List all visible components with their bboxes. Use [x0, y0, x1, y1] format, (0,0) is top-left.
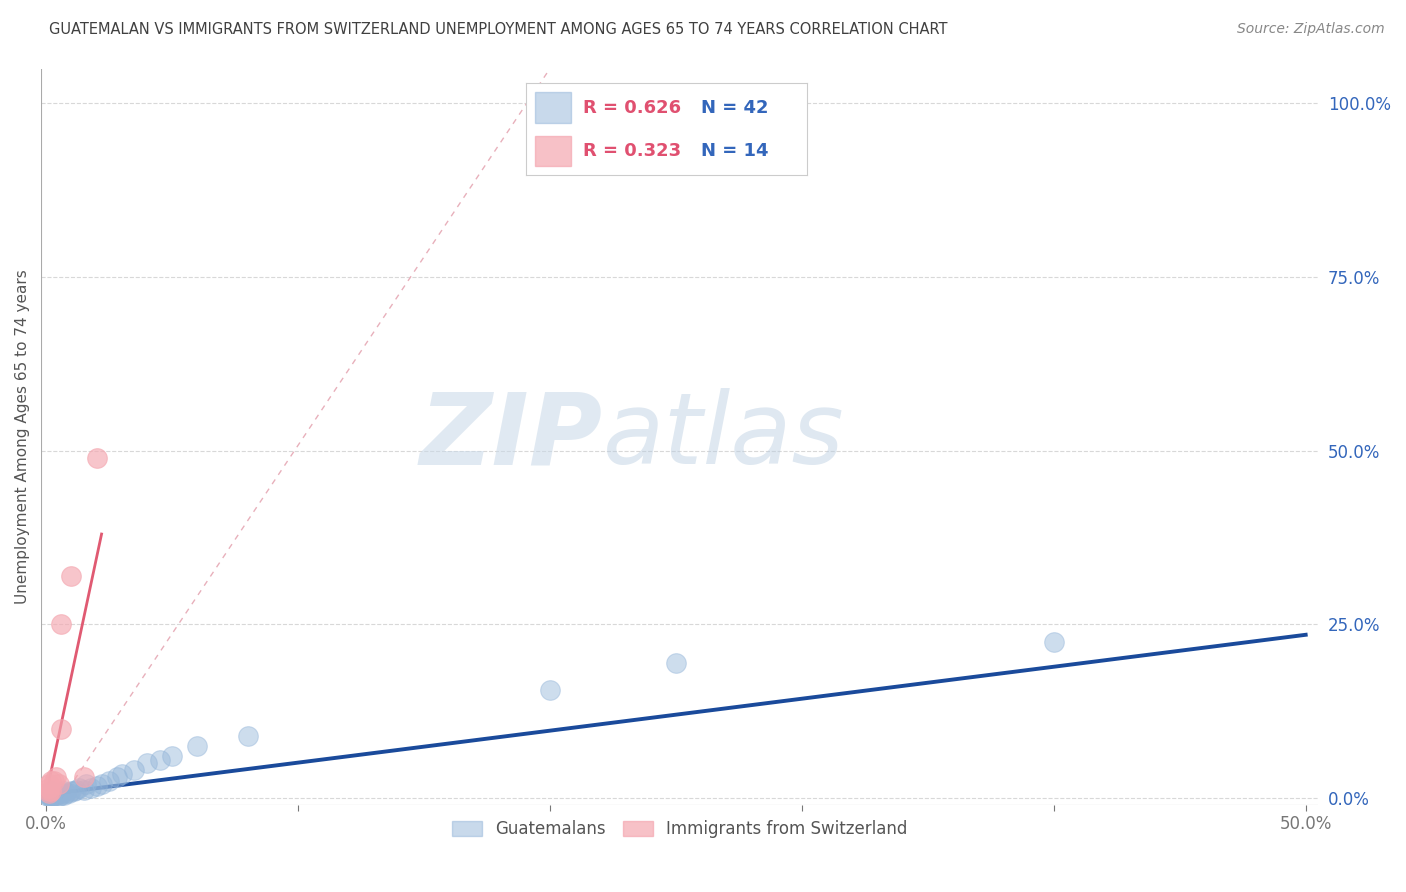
Point	[39, 787, 62, 801]
Y-axis label: Unemployment Among Ages 65 to 74 years: Unemployment Among Ages 65 to 74 years	[15, 269, 30, 604]
Point	[90, 777, 112, 791]
Point	[665, 656, 688, 670]
Point	[48, 777, 70, 791]
Point	[148, 753, 170, 767]
Point	[135, 756, 157, 771]
Point	[52, 788, 75, 802]
Point	[42, 773, 65, 788]
Point	[42, 789, 65, 803]
Point	[67, 780, 90, 795]
Text: ZIP: ZIP	[420, 388, 603, 485]
Point	[60, 568, 83, 582]
Point	[51, 617, 73, 632]
Point	[45, 786, 67, 800]
Point	[48, 787, 70, 801]
Point	[80, 780, 103, 795]
Point	[73, 782, 96, 797]
Point	[160, 749, 183, 764]
Point	[105, 770, 128, 784]
Point	[38, 785, 60, 799]
Legend: Guatemalans, Immigrants from Switzerland: Guatemalans, Immigrants from Switzerland	[446, 814, 914, 845]
Point	[58, 785, 80, 799]
Point	[124, 764, 146, 778]
Point	[39, 773, 62, 788]
Point	[51, 722, 73, 736]
Point	[86, 450, 108, 465]
Point	[38, 784, 60, 798]
Point	[55, 786, 77, 800]
Point	[48, 789, 70, 803]
Point	[38, 789, 60, 803]
Point	[42, 785, 65, 799]
Point	[38, 785, 60, 799]
Point	[39, 784, 62, 798]
Point	[63, 784, 86, 798]
Point	[45, 770, 67, 784]
Point	[38, 780, 60, 795]
Point	[45, 789, 67, 803]
Text: atlas: atlas	[603, 388, 845, 485]
Point	[39, 784, 62, 798]
Point	[236, 729, 259, 743]
Point	[60, 784, 83, 798]
Point	[73, 770, 96, 784]
Point	[86, 779, 108, 793]
Point	[38, 788, 60, 802]
Point	[39, 789, 62, 803]
Point	[38, 789, 60, 804]
Point	[75, 777, 97, 791]
Point	[98, 773, 121, 788]
Point	[65, 782, 87, 797]
Point	[52, 784, 75, 798]
Point	[51, 788, 73, 802]
Point	[1042, 634, 1064, 648]
Text: Source: ZipAtlas.com: Source: ZipAtlas.com	[1237, 22, 1385, 37]
Point	[42, 787, 65, 801]
Text: GUATEMALAN VS IMMIGRANTS FROM SWITZERLAND UNEMPLOYMENT AMONG AGES 65 TO 74 YEARS: GUATEMALAN VS IMMIGRANTS FROM SWITZERLAN…	[49, 22, 948, 37]
Point	[38, 777, 60, 791]
Point	[186, 739, 208, 753]
Point	[39, 789, 62, 804]
Point	[51, 785, 73, 799]
Point	[538, 683, 561, 698]
Point	[111, 766, 134, 780]
